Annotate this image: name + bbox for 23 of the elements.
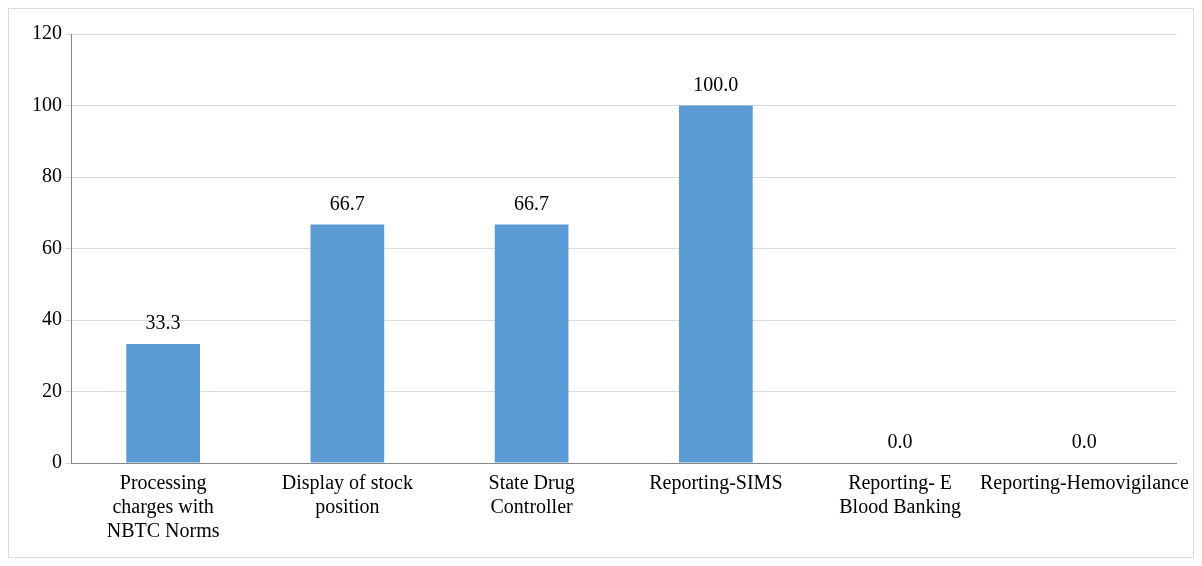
data-label: 0.0 — [1071, 430, 1097, 453]
bar — [126, 343, 200, 463]
data-label: 100.0 — [693, 72, 739, 95]
data-label: 66.7 — [329, 191, 365, 214]
x-tick-label: Reporting- E Blood Banking — [839, 471, 961, 519]
y-tick-label: 0 — [52, 450, 62, 473]
y-tick-label: 40 — [42, 307, 62, 330]
y-tick-label: 60 — [42, 235, 62, 258]
x-tick-label: State Drug Controller — [488, 471, 575, 518]
data-label: 66.7 — [514, 191, 550, 214]
x-tick-label: Reporting-Hemovigilance — [979, 471, 1189, 495]
y-tick-label: 100 — [32, 92, 62, 115]
bar — [310, 224, 385, 463]
y-tick-label: 20 — [42, 378, 62, 401]
x-tick-label: Display of stock position — [281, 471, 413, 519]
bar — [494, 224, 569, 463]
bar — [679, 105, 753, 463]
data-label: 33.3 — [145, 311, 181, 334]
x-tick-label: Reporting-SIMS — [649, 471, 783, 495]
y-tick-label: 80 — [42, 164, 62, 187]
y-tick-label: 120 — [32, 21, 62, 44]
data-label: 0.0 — [887, 430, 913, 453]
x-tick-label: Processing charges with NBTC Norms — [106, 471, 220, 542]
